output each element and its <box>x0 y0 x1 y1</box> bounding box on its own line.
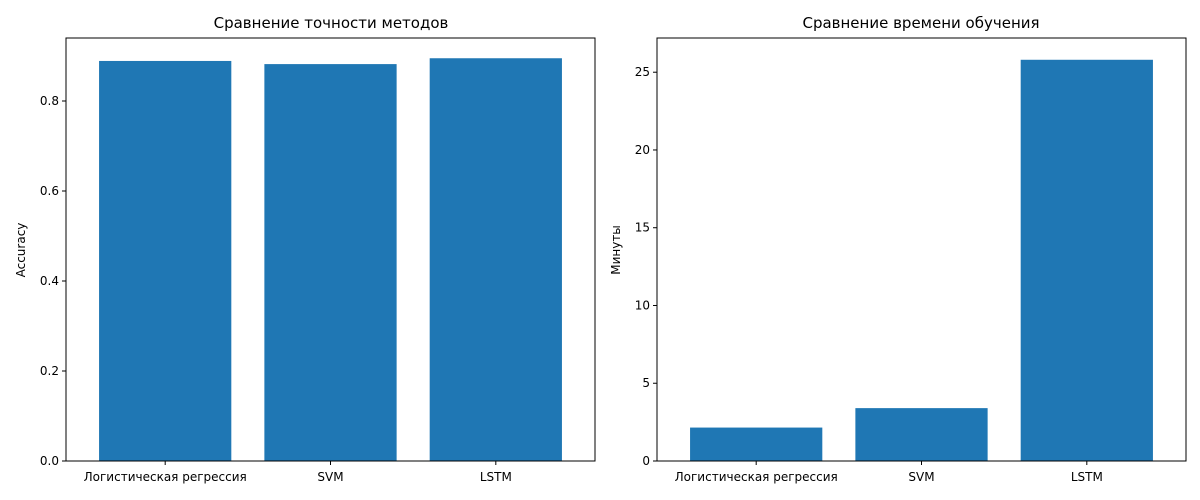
accuracy-chart: Сравнение точности методов Accuracy Логи… <box>14 14 596 484</box>
bars-group <box>690 59 1153 461</box>
x-tick-label: Логистическая регрессия <box>675 470 838 484</box>
y-axis-label: Accuracy <box>14 223 28 278</box>
y-ticks-group: 0.0 0.2 0.4 0.6 0.8 <box>40 94 66 468</box>
chart-title: Сравнение времени обучения <box>802 14 1039 32</box>
plot-frame <box>65 37 596 462</box>
x-tick-label: LSTM <box>480 470 512 484</box>
y-ticks-group: 0 5 10 15 20 25 <box>635 65 657 468</box>
x-ticks-group: Логистическая регрессия SVM LSTM <box>675 461 1103 484</box>
x-tick-label: SVM <box>908 470 934 484</box>
bar-2 <box>855 408 988 461</box>
y-tick-label: 0.2 <box>40 364 59 378</box>
y-axis-label: Минуты <box>609 225 623 275</box>
y-tick-label: 5 <box>642 376 650 390</box>
training-time-chart: Сравнение времени обучения Минуты Логист… <box>609 14 1187 484</box>
bars-group <box>99 58 562 461</box>
y-tick-label: 0.6 <box>40 184 59 198</box>
y-tick-label: 20 <box>635 143 650 157</box>
y-tick-label: 0.0 <box>40 454 59 468</box>
bar-3 <box>1020 59 1153 461</box>
chart-title: Сравнение точности методов <box>214 14 449 32</box>
y-tick-label: 15 <box>635 221 650 235</box>
x-ticks-group: Логистическая регрессия SVM LSTM <box>84 461 512 484</box>
bar-2 <box>264 64 397 461</box>
bar-1 <box>690 427 823 461</box>
y-tick-label: 0.4 <box>40 274 59 288</box>
plot-frame <box>656 37 1187 462</box>
x-tick-label: LSTM <box>1071 470 1103 484</box>
y-tick-label: 25 <box>635 65 650 79</box>
y-tick-label: 0.8 <box>40 94 59 108</box>
x-tick-label: SVM <box>317 470 343 484</box>
y-tick-label: 0 <box>642 454 650 468</box>
x-tick-label: Логистическая регрессия <box>84 470 247 484</box>
bar-3 <box>429 58 562 461</box>
y-tick-label: 10 <box>635 298 650 312</box>
bar-1 <box>99 60 232 461</box>
